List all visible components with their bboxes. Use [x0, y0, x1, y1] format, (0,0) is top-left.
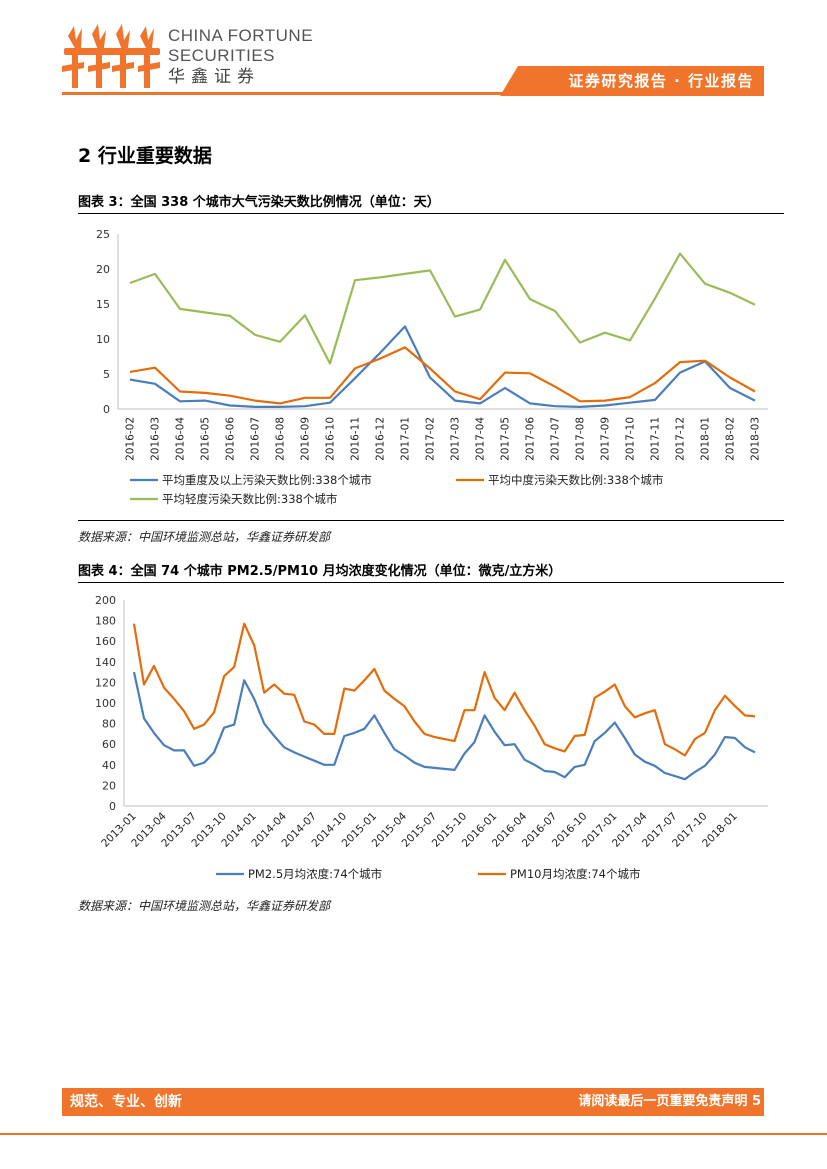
series-line-2 — [132, 622, 756, 757]
y-tick-label: 100 — [95, 697, 116, 710]
y-tick-label: 25 — [96, 228, 110, 241]
x-tick-label: 2017-08 — [575, 417, 587, 461]
footer-band — [62, 1088, 764, 1116]
x-tick-label: 2016-09 — [300, 417, 312, 461]
footer-disclaimer: 请阅读最后一页重要免责声明 5 — [578, 1094, 761, 1109]
y-tick-label: 60 — [102, 738, 116, 751]
x-tick-label: 2016-07 — [250, 417, 262, 461]
x-tick-label: 2017-01 — [400, 417, 412, 461]
pm-concentration-chart: 0204060801001201401601802002013-012013-0… — [95, 594, 768, 881]
x-tick-label: 2017-05 — [500, 417, 512, 461]
y-tick-label: 40 — [102, 759, 116, 772]
x-tick-label: 2017-04 — [475, 417, 487, 461]
x-tick-label: 2017-07 — [550, 417, 562, 461]
footer-line — [0, 1133, 827, 1135]
x-tick-label: 2016-12 — [375, 417, 387, 461]
x-tick-label: 2016-11 — [350, 417, 362, 461]
series-line-3 — [129, 252, 756, 365]
brand-name-line1: CHINA FORTUNE — [168, 26, 314, 45]
y-tick-label: 200 — [95, 594, 116, 607]
header-rule — [62, 92, 764, 95]
x-tick-label: 2018-02 — [725, 417, 737, 461]
figure3-bottom-rule — [78, 520, 784, 521]
y-tick-label: 120 — [95, 676, 116, 689]
legend-label-2: 平均中度污染天数比例:338个城市 — [488, 473, 663, 487]
y-tick-label: 20 — [96, 263, 110, 276]
series-line-1 — [132, 671, 756, 781]
footer-slogan: 规范、专业、创新 — [70, 1094, 182, 1110]
figure4-source: 数据来源：中国环境监测总站，华鑫证券研发部 — [78, 899, 331, 913]
section-title: 2 行业重要数据 — [78, 145, 212, 167]
x-tick-label: 2016-10 — [325, 417, 337, 461]
y-tick-label: 20 — [102, 779, 116, 792]
y-tick-label: 140 — [95, 656, 116, 669]
x-tick-label: 2016-04 — [175, 417, 187, 461]
figure4-top-rule — [78, 582, 784, 583]
pollution-days-chart: 0 5 10 15 20 25 2016-02 2016-03 2016-04 2016-05 20… — [96, 228, 768, 506]
y-tick-label: 160 — [95, 635, 116, 648]
x-tick-label: 2016-02 — [125, 417, 137, 461]
series-line-1 — [129, 325, 756, 408]
figure3-top-rule — [78, 213, 784, 214]
brand-name-chinese: 华鑫证券 — [168, 67, 260, 86]
y-tick-label: 10 — [96, 333, 110, 346]
y-tick-label: 5 — [103, 368, 110, 381]
y-tick-label: 80 — [102, 718, 116, 731]
x-tick-label: 2016-06 — [225, 417, 237, 461]
y-tick-label: 180 — [95, 615, 116, 628]
brand-text: CHINA FORTUNE SECURITIES 华鑫证券 — [168, 26, 313, 88]
legend-label-1: 平均重度及以上污染天数比例:338个城市 — [162, 473, 372, 487]
x-tick-label: 2017-10 — [625, 417, 637, 461]
x-tick-label: 2017-03 — [450, 417, 462, 461]
company-logo — [62, 24, 160, 88]
x-tick-label: 2017-06 — [525, 417, 537, 461]
x-tick-label: 2017-11 — [650, 417, 662, 461]
x-tick-label: 2018-01 — [700, 417, 712, 461]
figure4-title: 图表 4：全国 74 个城市 PM2.5/PM10 月均浓度变化情况（单位：微克… — [78, 564, 562, 579]
x-tick-label: 2016-08 — [275, 417, 287, 461]
y-tick-label: 0 — [103, 403, 110, 416]
y-tick-label: 0 — [109, 800, 116, 813]
legend-label-3: 平均轻度污染天数比例:338个城市 — [162, 492, 337, 506]
x-tick-label: 2016-03 — [150, 417, 162, 461]
legend-label-2: PM10月均浓度:74个城市 — [510, 867, 641, 881]
x-tick-label: 2016-05 — [200, 417, 212, 461]
y-tick-label: 15 — [96, 298, 110, 311]
report-type: 证券研究报告 · 行业报告 — [568, 72, 754, 90]
header-band — [500, 66, 764, 96]
x-tick-label: 2017-12 — [675, 417, 687, 461]
x-tick-label: 2017-02 — [425, 417, 437, 461]
series-line-2 — [129, 346, 756, 405]
legend-label-1: PM2.5月均浓度:74个城市 — [248, 867, 382, 881]
x-tick-label: 2017-09 — [600, 417, 612, 461]
figure3-source: 数据来源：中国环境监测总站，华鑫证券研发部 — [78, 530, 331, 544]
figure3-title: 图表 3：全国 338 个城市大气污染天数比例情况（单位：天） — [78, 195, 440, 210]
brand-name-line2: SECURITIES — [168, 46, 276, 65]
x-tick-label: 2018-03 — [750, 417, 762, 461]
